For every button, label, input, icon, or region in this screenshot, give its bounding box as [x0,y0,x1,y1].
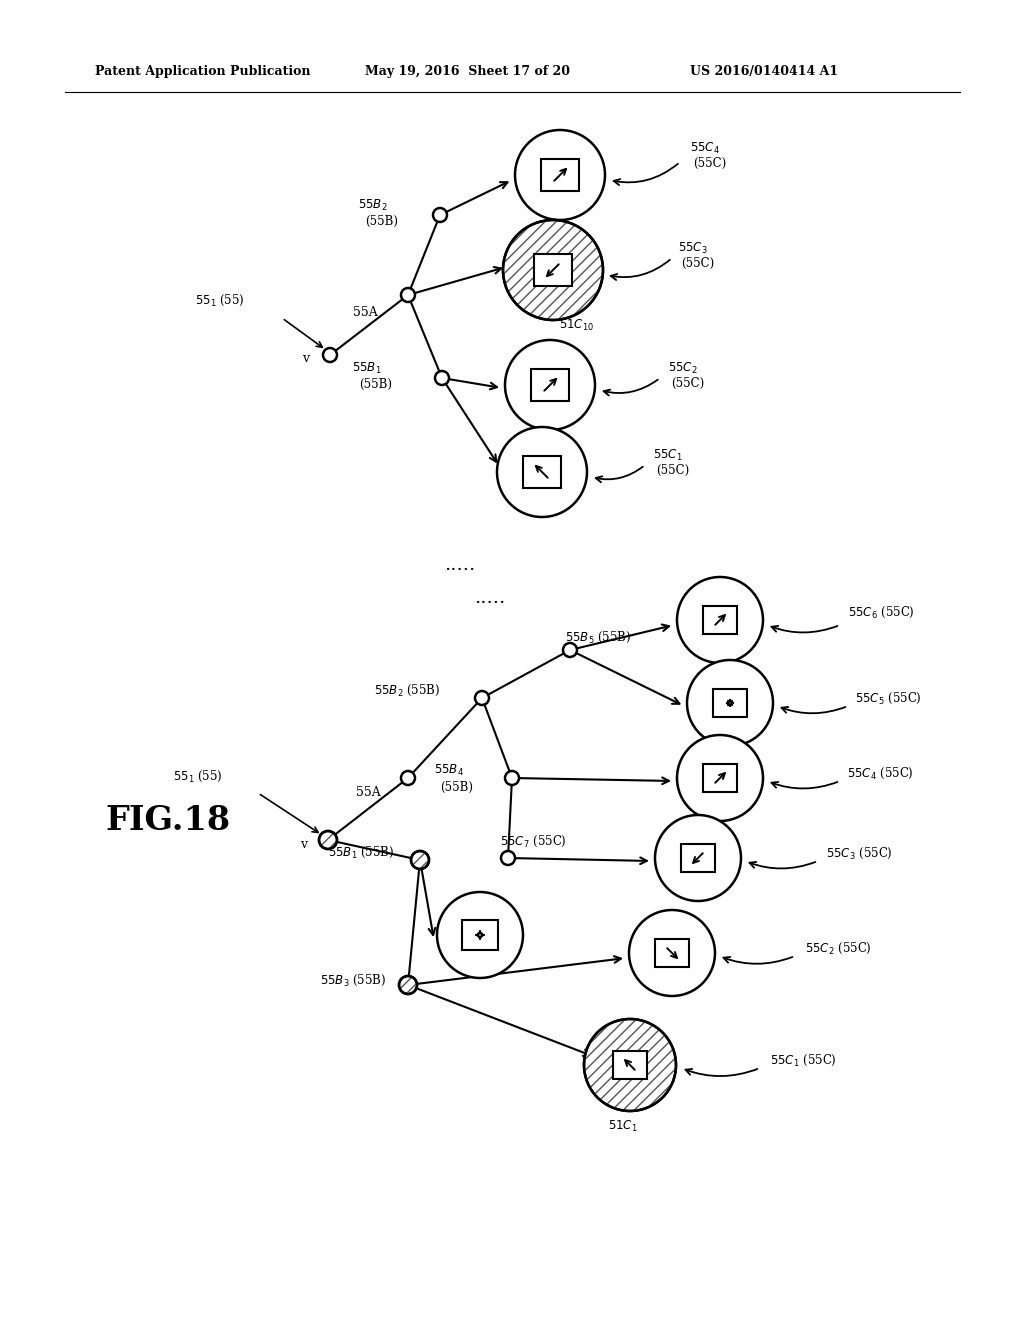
Text: (55B): (55B) [365,214,398,227]
Circle shape [435,371,449,385]
Circle shape [515,129,605,220]
Bar [703,606,737,634]
Text: $51C_{10}$: $51C_{10}$ [559,317,594,333]
Circle shape [437,892,523,978]
Text: $55B_4$: $55B_4$ [434,763,464,777]
Text: $55C_1$ (55C): $55C_1$ (55C) [770,1052,837,1068]
Text: $55C_6$ (55C): $55C_6$ (55C) [848,605,914,619]
Bar [703,764,737,792]
Circle shape [505,771,519,785]
Circle shape [497,426,587,517]
Text: (55C): (55C) [656,463,689,477]
Text: .....: ..... [474,589,506,607]
Text: (55C): (55C) [693,157,726,169]
Text: $55C_5$ (55C): $55C_5$ (55C) [855,690,922,706]
Text: (55C): (55C) [681,256,715,269]
Circle shape [563,643,577,657]
Text: (55B): (55B) [359,378,392,391]
Text: 55A: 55A [353,306,378,319]
Circle shape [399,975,417,994]
Circle shape [687,660,773,746]
Text: v: v [300,837,307,850]
Text: $55C_7$ (55C): $55C_7$ (55C) [500,833,566,849]
Text: (55B): (55B) [440,780,473,793]
Text: Patent Application Publication: Patent Application Publication [95,66,310,78]
Circle shape [411,851,429,869]
Text: May 19, 2016  Sheet 17 of 20: May 19, 2016 Sheet 17 of 20 [365,66,570,78]
Text: $55B_1$: $55B_1$ [352,360,382,376]
Bar [713,689,746,717]
Bar [681,843,715,873]
Text: US 2016/0140414 A1: US 2016/0140414 A1 [690,66,838,78]
Circle shape [584,1019,676,1111]
Bar [613,1051,647,1078]
Bar [541,158,579,191]
Circle shape [433,209,447,222]
Bar [655,939,689,968]
Circle shape [655,814,741,902]
Text: $55C_4$ (55C): $55C_4$ (55C) [847,766,913,780]
Text: $55B_1$ (55B): $55B_1$ (55B) [328,845,394,859]
Text: $55B_2$ (55B): $55B_2$ (55B) [374,682,440,697]
Circle shape [401,771,415,785]
Circle shape [501,851,515,865]
Bar [462,920,498,950]
Text: $55C_2$ (55C): $55C_2$ (55C) [805,940,871,956]
Text: $55_1$ (55): $55_1$ (55) [173,768,222,784]
Text: $55C_1$: $55C_1$ [653,447,683,462]
Text: $55B_2$: $55B_2$ [358,198,387,213]
Text: v: v [302,351,309,364]
Bar [534,253,572,286]
Circle shape [401,288,415,302]
Circle shape [323,348,337,362]
Bar [531,370,569,401]
Circle shape [503,220,603,319]
Text: .....: ..... [444,556,475,574]
Text: $51C_1$: $51C_1$ [608,1118,638,1134]
Circle shape [319,832,337,849]
Text: FIG.18: FIG.18 [105,804,230,837]
Circle shape [475,690,489,705]
Circle shape [629,909,715,997]
Circle shape [677,577,763,663]
Text: $55C_2$: $55C_2$ [668,360,697,376]
Text: $55_1$ (55): $55_1$ (55) [195,293,245,308]
Text: $55C_4$: $55C_4$ [690,140,720,156]
Text: $55B_5$ (55B): $55B_5$ (55B) [565,630,631,644]
Text: 55A: 55A [356,787,381,800]
Bar [523,455,561,488]
Circle shape [505,341,595,430]
Text: $55C_3$: $55C_3$ [678,240,708,256]
Text: $55C_3$ (55C): $55C_3$ (55C) [826,845,893,861]
Circle shape [677,735,763,821]
Text: $55B_3$ (55B): $55B_3$ (55B) [319,973,386,987]
Text: (55C): (55C) [671,376,705,389]
